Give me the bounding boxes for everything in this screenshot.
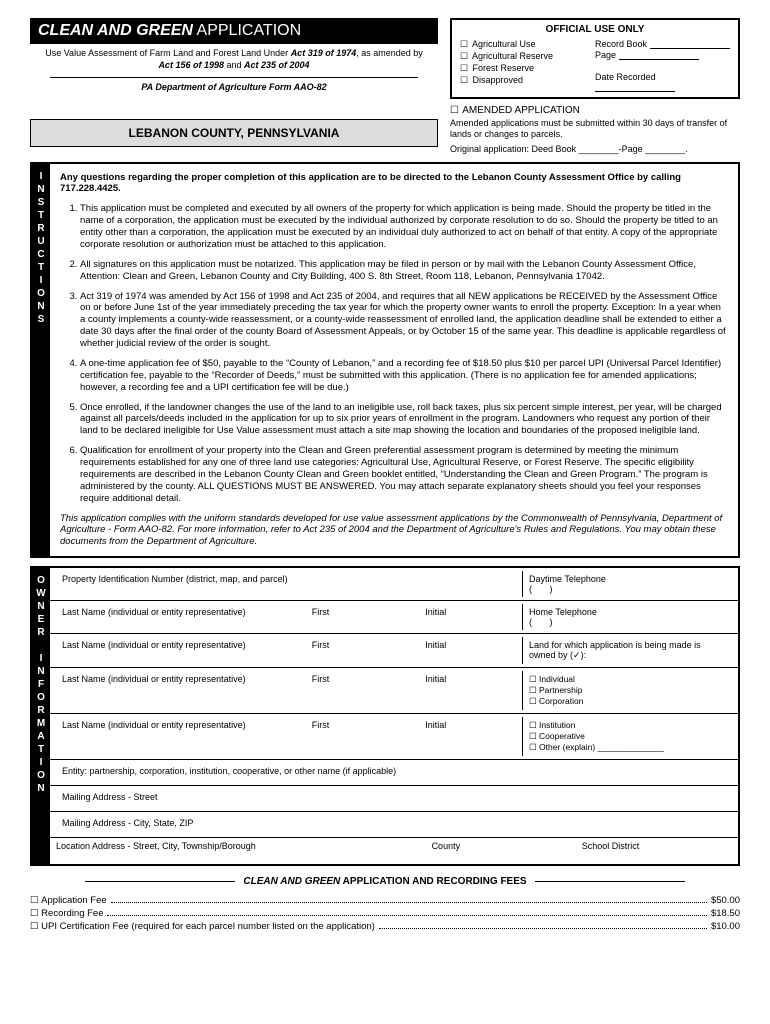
owned-by-options-2: ☐ Institution ☐ Cooperative ☐ Other (exp… xyxy=(522,717,732,756)
checkbox-icon[interactable]: ☐ xyxy=(30,921,39,932)
instruction-item: All signatures on this application must … xyxy=(80,259,728,283)
checkbox-icon[interactable]: ☐ xyxy=(529,696,537,706)
checkbox-icon[interactable]: ☐ xyxy=(450,105,460,116)
intro-text: Any questions regarding the proper compl… xyxy=(60,172,728,196)
date-recorded-field[interactable] xyxy=(595,82,675,92)
page-field[interactable] xyxy=(619,50,699,60)
checkbox-icon[interactable]: ☐ xyxy=(30,908,39,919)
instruction-item: Once enrolled, if the landowner changes … xyxy=(80,402,728,438)
checkbox-icon[interactable]: ☐ xyxy=(460,51,470,62)
checkbox-icon[interactable]: ☐ xyxy=(460,39,470,50)
name-row-4[interactable]: Last Name (individual or entity represen… xyxy=(56,717,522,756)
owned-by-block: Land for which application is being made… xyxy=(522,637,732,664)
instruction-item: A one-time application fee of $50, payab… xyxy=(80,358,728,394)
name-row-1[interactable]: Last Name (individual or entity represen… xyxy=(56,604,522,630)
header-row: CLEAN AND GREEN APPLICATION Use Value As… xyxy=(30,18,740,99)
official-use-box: OFFICIAL USE ONLY ☐ Agricultural Use ☐ A… xyxy=(450,18,740,99)
location-row[interactable]: Location Address - Street, City, Townshi… xyxy=(50,838,738,864)
instructions-label: INSTRUCTIONS xyxy=(32,164,50,557)
instructions-box: INSTRUCTIONS Any questions regarding the… xyxy=(30,162,740,559)
checkbox-icon[interactable]: ☐ xyxy=(460,63,470,74)
amended-title: AMENDED APPLICATION xyxy=(462,105,580,116)
checkbox-icon[interactable]: ☐ xyxy=(529,731,537,741)
instruction-list: This application must be completed and e… xyxy=(60,203,728,504)
checkbox-icon[interactable]: ☐ xyxy=(529,720,537,730)
instruction-item: This application must be completed and e… xyxy=(80,203,728,251)
instruction-item: Act 319 of 1974 was amended by Act 156 o… xyxy=(80,291,728,350)
checkbox-icon[interactable]: ☐ xyxy=(529,742,537,752)
amended-text: Amended applications must be submitted w… xyxy=(450,118,740,140)
subtitle: Use Value Assessment of Farm Land and Fo… xyxy=(30,44,438,75)
home-tel-field[interactable]: Home Telephone( ) xyxy=(522,604,732,630)
owner-label: OWNERINFORMATION xyxy=(32,568,50,864)
checkbox-icon[interactable]: ☐ xyxy=(529,674,537,684)
fee-row-upi: ☐ UPI Certification Fee (required for ea… xyxy=(30,921,740,932)
title-bar: CLEAN AND GREEN APPLICATION xyxy=(30,18,438,44)
daytime-tel-field[interactable]: Daytime Telephone( ) xyxy=(522,571,732,597)
name-row-2[interactable]: Last Name (individual or entity represen… xyxy=(56,637,522,664)
amended-block: ☐ AMENDED APPLICATION Amended applicatio… xyxy=(450,105,740,154)
owner-info-box: OWNERINFORMATION Property Identification… xyxy=(30,566,740,866)
name-row-3[interactable]: Last Name (individual or entity represen… xyxy=(56,671,522,710)
title-suffix: APPLICATION xyxy=(193,22,301,39)
orig-app: Original application: Deed Book ________… xyxy=(450,144,740,154)
owned-by-options: ☐ Individual ☐ Partnership ☐ Corporation xyxy=(522,671,732,710)
record-book-field[interactable] xyxy=(650,39,730,49)
checkbox-icon[interactable]: ☐ xyxy=(529,685,537,695)
instruction-item: Qualification for enrollment of your pro… xyxy=(80,445,728,504)
county-bar: LEBANON COUNTY, PENNSYLVANIA xyxy=(30,119,438,147)
title-prefix: CLEAN AND GREEN xyxy=(38,22,193,39)
checkbox-icon[interactable]: ☐ xyxy=(460,75,470,86)
mail-street-field[interactable]: Mailing Address - Street xyxy=(56,789,732,808)
entity-field[interactable]: Entity: partnership, corporation, instit… xyxy=(56,763,732,782)
pin-field[interactable]: Property Identification Number (district… xyxy=(56,571,522,597)
fee-row-rec: ☐ Recording Fee$18.50 xyxy=(30,908,740,919)
mail-csz-field[interactable]: Mailing Address - City, State, ZIP xyxy=(56,815,732,834)
fees-title: CLEAN AND GREEN APPLICATION AND RECORDIN… xyxy=(30,876,740,887)
checkbox-icon[interactable]: ☐ xyxy=(30,895,39,906)
compliance-text: This application complies with the unifo… xyxy=(60,513,728,549)
title-block: CLEAN AND GREEN APPLICATION Use Value As… xyxy=(30,18,438,99)
fee-row-app: ☐ Application Fee$50.00 xyxy=(30,895,740,906)
form-line: PA Department of Agriculture Form AAO-82 xyxy=(50,77,418,92)
second-row: LEBANON COUNTY, PENNSYLVANIA ☐ AMENDED A… xyxy=(30,105,740,154)
official-title: OFFICIAL USE ONLY xyxy=(460,24,730,35)
